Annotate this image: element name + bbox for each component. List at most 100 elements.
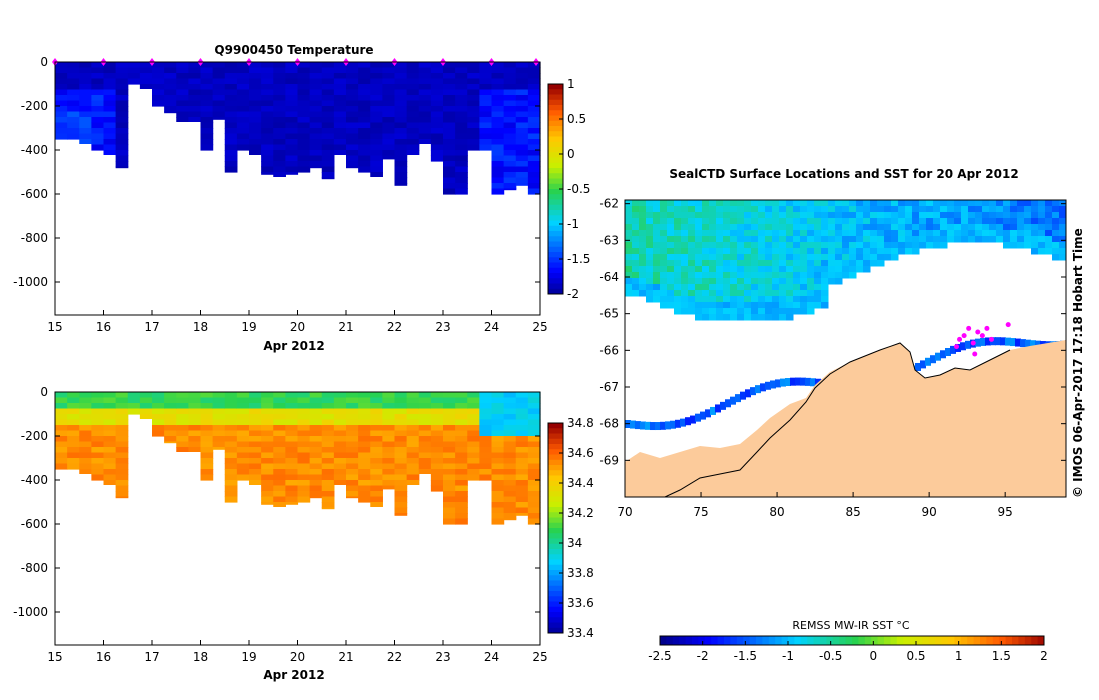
sst-cell (891, 236, 899, 243)
profile-cell (346, 430, 359, 437)
profile-cell (455, 100, 468, 107)
profile-cell (55, 117, 68, 124)
sst-cell (625, 236, 633, 243)
sst-cell (716, 302, 724, 309)
sst-cell (772, 278, 780, 285)
profile-cell (527, 496, 541, 503)
sst-cell (835, 266, 843, 273)
profile-cell (443, 436, 456, 443)
sst-cell (716, 254, 724, 261)
sst-cell (1038, 206, 1046, 213)
sst-cell (688, 266, 696, 273)
sst-cell (849, 272, 857, 279)
sst-cell (1017, 224, 1025, 231)
profile-cell (79, 436, 92, 443)
profile-cell (224, 496, 238, 503)
sst-cell (905, 224, 913, 231)
sst-cell (856, 242, 864, 249)
sst-cell (786, 308, 794, 315)
profile-cell (443, 117, 456, 124)
profile-cell (309, 89, 323, 96)
sst-cell (1059, 248, 1066, 255)
profile-cell (503, 436, 517, 443)
sst-cell (730, 200, 738, 207)
profile-cell (394, 408, 408, 415)
map-title: SealCTD Surface Locations and SST for 20… (669, 167, 1018, 181)
profile-cell (346, 100, 359, 107)
profile-cell (503, 513, 517, 520)
profile-cell (503, 496, 517, 503)
profile-cell (406, 408, 420, 415)
sst-cell (702, 242, 710, 249)
profile-cell (236, 106, 250, 113)
profile-cell (273, 122, 286, 129)
sst-cell (989, 212, 997, 219)
profile-cell (503, 144, 517, 151)
sst-cell (772, 230, 780, 237)
map-x-axis: 70 75 80 85 90 95 (617, 492, 1013, 519)
sst-cell (863, 224, 871, 231)
sst-cell (653, 278, 661, 285)
colorbar-segment (548, 433, 563, 440)
sst-cell (723, 242, 731, 249)
profile-cell (527, 518, 541, 525)
sst-cell (912, 212, 920, 219)
profile-cell (273, 111, 286, 118)
sst-cell (1003, 212, 1011, 219)
sst-cell (709, 206, 717, 213)
profile-cell (321, 480, 335, 487)
profile-cell (430, 78, 444, 85)
profile-cell (176, 95, 189, 102)
profile-cell (406, 430, 420, 437)
sst-colorbar-segment (1024, 636, 1032, 645)
profile-cell (188, 117, 202, 122)
profile-cell (382, 144, 396, 151)
profile-cell (503, 419, 517, 426)
sst-cell (870, 254, 878, 261)
profile-cell (358, 414, 371, 421)
sst-colorbar-segment (877, 636, 885, 645)
profile-cell (394, 397, 408, 404)
y-tick-label: -400 (21, 143, 48, 157)
profile-cell (91, 95, 105, 102)
profile-cell (91, 106, 105, 113)
profile-cell (249, 441, 262, 448)
profile-cell (346, 419, 359, 426)
sst-cell (639, 266, 647, 273)
profile-cell (418, 133, 432, 140)
profile-cell (333, 430, 347, 437)
profile-cell (152, 67, 165, 74)
profile-cell (443, 177, 456, 184)
sst-cell (779, 236, 787, 243)
profile-cell (115, 480, 129, 487)
profile-cell (370, 150, 383, 157)
y-tick-label: 0 (40, 385, 48, 399)
profile-cell (236, 133, 250, 140)
profile-cell (261, 474, 274, 481)
profile-cell (443, 128, 456, 135)
profile-cell (115, 73, 129, 80)
profile-cell (467, 447, 480, 454)
sst-cell (730, 218, 738, 225)
profile-cell (346, 403, 359, 410)
colorbar-segment (548, 601, 563, 608)
profile-cell (406, 73, 420, 80)
profile-cell (467, 397, 480, 404)
profile-cell (382, 392, 396, 399)
profile-cell (491, 403, 505, 410)
sst-cell (702, 290, 710, 297)
sst-cell (685, 417, 691, 426)
coastline (664, 342, 1011, 497)
sst-cell (807, 278, 815, 285)
profile-cell (236, 419, 250, 426)
profile-cell (346, 78, 359, 85)
sst-cell (646, 296, 654, 303)
profile-cell (273, 491, 286, 498)
sst-cell (667, 218, 675, 225)
profile-cell (261, 150, 274, 157)
profile-cell (455, 414, 468, 421)
profile-cell (79, 67, 92, 74)
profile-cell (346, 117, 359, 124)
profile-cell (273, 441, 286, 448)
profile-cell (503, 95, 517, 102)
